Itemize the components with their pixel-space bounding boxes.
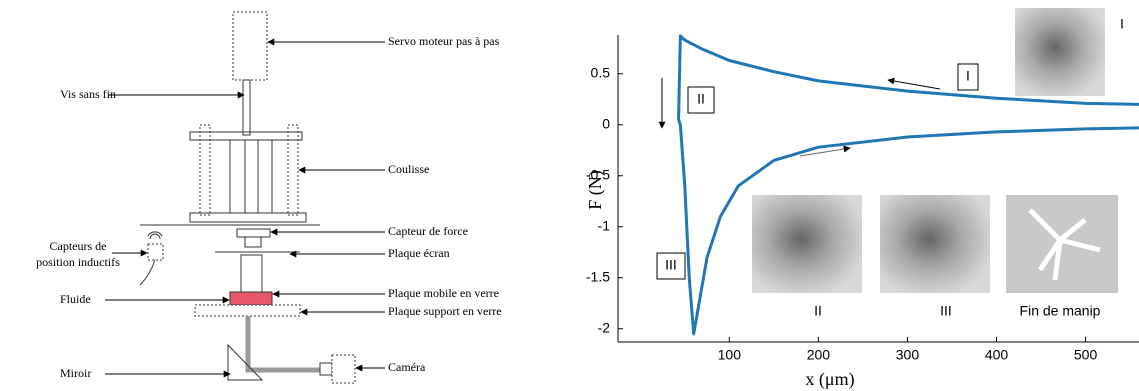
label: Plaque support en verre xyxy=(388,304,502,318)
x-axis-title: x (μm) xyxy=(805,369,854,390)
y-tick-label: -1 xyxy=(598,217,611,233)
y-tick-label: -2 xyxy=(598,319,611,335)
figure: Servo moteur pas à pas Vis sans fin Coul… xyxy=(0,0,1139,391)
label: Coulisse xyxy=(388,162,429,176)
y-tick-label: -1.5 xyxy=(586,268,610,284)
y-tick-label: 0 xyxy=(602,115,610,131)
label: Servo moteur pas à pas xyxy=(388,34,500,48)
apparatus-diagram: Servo moteur pas à pas Vis sans fin Coul… xyxy=(36,12,501,383)
x-tick-label: 300 xyxy=(896,347,920,363)
label: Plaque mobile en verre xyxy=(388,286,499,300)
label: Plaque écran xyxy=(388,246,450,260)
annotation: III xyxy=(665,257,677,273)
x-tick-label: 100 xyxy=(718,347,742,363)
y-tick-label: 0.5 xyxy=(591,64,611,80)
x-tick-label: 500 xyxy=(1074,347,1098,363)
annotation: II xyxy=(697,91,705,107)
force-chart: I II III Fin de manip I II III F (N) x (… xyxy=(585,8,1139,390)
x-tick-label: 400 xyxy=(985,347,1009,363)
y-tick-label: -0.5 xyxy=(586,166,610,182)
label: Capteur de force xyxy=(388,224,468,238)
inset-label: Fin de manip xyxy=(1020,303,1101,319)
label: position inductifs xyxy=(36,255,120,269)
x-tick-label: 200 xyxy=(807,347,831,363)
label: Fluide xyxy=(60,292,91,306)
annotation: I xyxy=(966,68,970,84)
label: Caméra xyxy=(388,360,426,374)
inset-label: III xyxy=(940,303,952,319)
inset-label: I xyxy=(1120,16,1124,32)
label: Vis sans fin xyxy=(60,87,116,101)
label: Miroir xyxy=(60,366,91,380)
label: Capteurs de xyxy=(50,239,107,253)
inset-label: II xyxy=(814,303,822,319)
